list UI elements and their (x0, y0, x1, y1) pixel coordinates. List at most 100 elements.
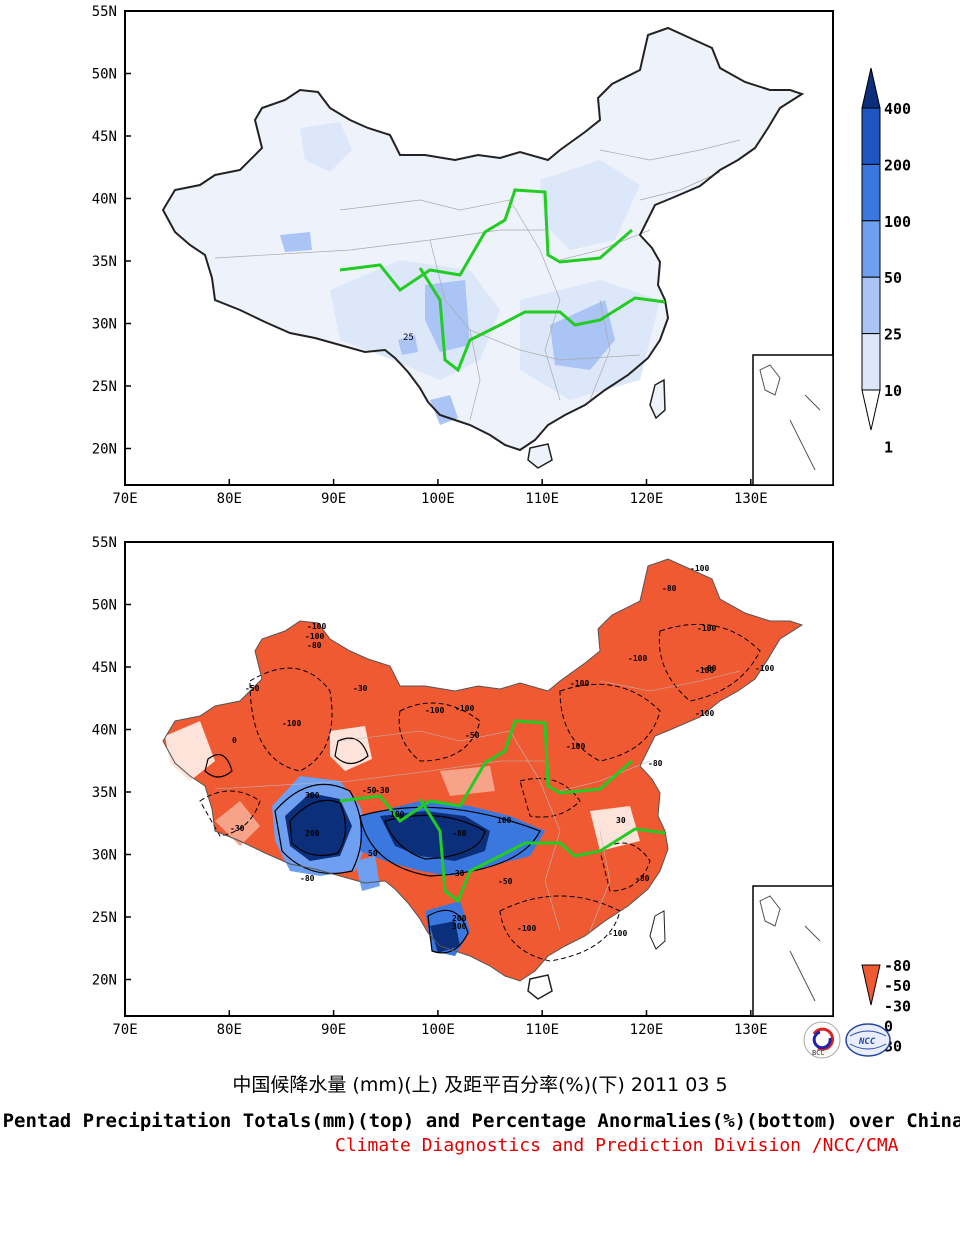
contour-label: -100 (608, 929, 627, 938)
precip-shade-25 (550, 300, 615, 370)
latitude-tick-label: 25N (92, 379, 117, 395)
contour-label: -80 (702, 664, 717, 673)
colorbar-label: -50 (884, 977, 911, 995)
contour-label: 25 (403, 333, 414, 343)
yangtze-river (418, 798, 666, 904)
contour-label: -100 (628, 654, 647, 663)
chinese-caption: 中国候降水量 (mm)(上) 及距平百分率(%)(下) 2011 03 5 (232, 1074, 728, 1096)
precip-colorbar: 400 200 100 50 25 10 1 (861, 67, 911, 456)
precip-shade-25 (425, 280, 470, 352)
colorbar-label: 200 (884, 156, 911, 174)
hainan-island (527, 974, 553, 1000)
contour-label: -100 (425, 706, 444, 715)
contour-label: -30 (450, 869, 465, 878)
ncc-logo-text: NCC (858, 1037, 876, 1047)
colorbar-segment (861, 67, 881, 109)
taiwan-island (649, 378, 666, 420)
contour-label: -100 (695, 666, 714, 675)
negative-contours (199, 623, 761, 962)
colorbar-segment (861, 220, 881, 278)
longitude-tick-label: 70E (112, 1022, 137, 1038)
precip-shade-10 (300, 122, 352, 172)
contour-label: -100 (517, 924, 536, 933)
longitude-tick-label: 80E (217, 1022, 242, 1038)
latitude-tick-label: 35N (92, 785, 117, 801)
longitude-tick-label: 100E (421, 491, 455, 507)
contour-label: 0 (232, 736, 237, 745)
colorbar-label: 50 (884, 1058, 902, 1060)
ncc-logo: NCC (845, 1023, 891, 1057)
longitude-tick-label: 120E (630, 1022, 664, 1038)
province-boundaries (214, 139, 741, 421)
hainan-island (527, 443, 553, 469)
latitude-tick-label: 50N (92, 67, 117, 83)
contour-label: 50 (368, 849, 378, 858)
contour-label: -100 (690, 564, 709, 573)
contour-label: -50 (465, 731, 480, 740)
longitude-tick-label: 80E (217, 491, 242, 507)
south-china-sea-inset (752, 354, 833, 485)
colorbar-segment (861, 964, 881, 1006)
organization-caption: Climate Diagnostics and Prediction Divis… (335, 1135, 899, 1156)
anomaly-shade-minus50 (590, 806, 640, 851)
contour-label: -30 (375, 786, 390, 795)
latitude-tick-label: 35N (92, 254, 117, 270)
latitude-tick-label: 55N (92, 4, 117, 20)
latitude-tick-label: 40N (92, 723, 117, 739)
english-caption: Pentad Precipitation Totals(mm)(top) and… (2, 1110, 960, 1132)
contour-label: 300 (305, 791, 320, 800)
anomaly-shade-minus50 (215, 801, 260, 846)
precip-shade-25 (430, 395, 458, 425)
latitude-tick-label: 50N (92, 598, 117, 614)
colorbar-segment (861, 333, 881, 391)
longitude-tick-label: 100E (421, 1022, 455, 1038)
latitude-tick-label: 25N (92, 910, 117, 926)
latitude-tick-label: 30N (92, 848, 117, 864)
contour-label: 100 (497, 816, 512, 825)
precipitation-totals-map: 25 55N 50N 45N 40N 35N 30N 25N 20N 70E 80E 90E 100E… (92, 4, 911, 507)
colorbar-label: -30 (884, 997, 911, 1015)
colorbar-label: 25 (884, 326, 902, 344)
precip-shade-10 (540, 160, 640, 250)
contour-label: 300 (452, 922, 467, 931)
contour-label: -80 (648, 759, 663, 768)
anomaly-shade-300 (380, 811, 490, 861)
longitude-tick-label: 90E (321, 491, 346, 507)
map-axes: 55N 50N 45N 40N 35N 30N 25N 20N 70E 80E 90E 100E 110… (92, 535, 768, 1038)
contour-label: -80 (300, 874, 315, 883)
precipitation-figure: 25 55N 50N 45N 40N 35N 30N 25N 20N 70E 80E 90E 100E… (92, 4, 911, 1136)
latitude-tick-label: 45N (92, 660, 117, 676)
contour-label: -80 (635, 874, 650, 883)
contour-label: -100 (570, 679, 589, 688)
contour-label: 100 (390, 810, 405, 819)
taiwan-island (649, 910, 666, 950)
bcc-logo: BCC (803, 1021, 841, 1059)
positive-contours (204, 737, 541, 954)
map-axes: 55N 50N 45N 40N 35N 30N 25N 20N 70E 80E 90E 100E 110… (92, 4, 768, 507)
contour-label: -100 (755, 664, 774, 673)
yangtze-river (418, 267, 666, 373)
contour-label: -80 (662, 584, 677, 593)
contour-label: -100 (305, 632, 324, 641)
anomaly-shade-minus50 (165, 721, 215, 781)
contour-label: 30 (616, 816, 626, 825)
longitude-tick-label: 110E (525, 1022, 559, 1038)
colorbar-label: 1 (884, 438, 893, 456)
yellow-river (339, 719, 633, 824)
contour-label: 200 (305, 829, 320, 838)
longitude-tick-label: 110E (525, 491, 559, 507)
colorbar-label: 10 (884, 382, 902, 400)
contour-label: -100 (307, 622, 326, 631)
anomaly-shade-300 (430, 921, 460, 953)
precip-shade-25 (280, 232, 312, 252)
bcc-logo-text: BCC (812, 1049, 825, 1057)
latitude-tick-label: 45N (92, 129, 117, 145)
contour-label: -80 (307, 641, 322, 650)
colorbar-label: 0 (884, 1017, 893, 1035)
anomaly-shade-minus50 (440, 766, 495, 796)
contour-label: -50 (245, 684, 260, 693)
latitude-tick-label: 30N (92, 317, 117, 333)
colorbar-segment (861, 107, 881, 165)
contour-label: -50 (362, 786, 377, 795)
contour-label: -100 (566, 742, 585, 751)
